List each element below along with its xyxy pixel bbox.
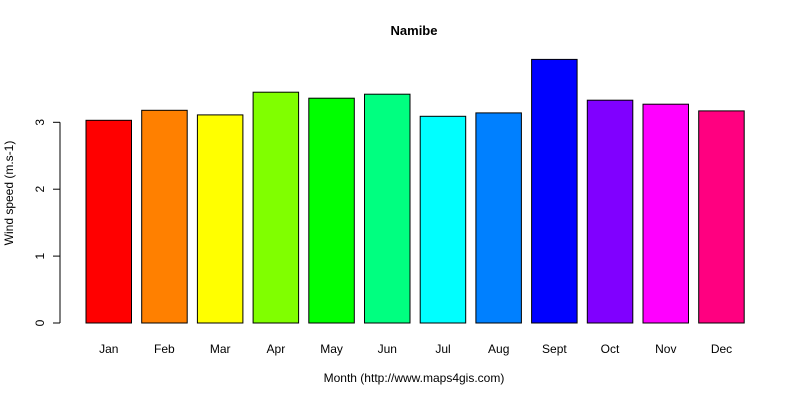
y-tick-label: 1 — [33, 252, 47, 259]
chart-title: Namibe — [391, 23, 438, 38]
x-tick-label: Feb — [154, 342, 175, 356]
bar-jan — [85, 119, 132, 324]
x-tick-label: Apr — [267, 342, 286, 356]
x-tick-label: Jul — [435, 342, 450, 356]
bar-may — [308, 97, 355, 324]
x-tick-label: Jun — [378, 342, 397, 356]
x-tick-label: Sept — [542, 342, 567, 356]
bar-nov — [642, 103, 689, 324]
y-axis: 0 1 2 3 — [33, 119, 61, 326]
x-tick-label: Dec — [711, 342, 732, 356]
x-tick-label: May — [320, 342, 343, 356]
y-axis-label: Wind speed (m.s-1) — [2, 141, 16, 246]
x-tick-labels: Jan Feb Mar Apr May Jun Jul Aug Sept Oct Nov Dec — [99, 342, 732, 356]
bar-dec — [698, 110, 745, 324]
bars-group — [85, 58, 745, 324]
x-tick-label: Aug — [488, 342, 509, 356]
bar-sept — [531, 58, 578, 324]
y-tick-label: 2 — [33, 186, 47, 193]
x-tick-label: Mar — [210, 342, 231, 356]
bar-mar — [196, 114, 244, 324]
x-tick-label: Oct — [601, 342, 620, 356]
bar-jul — [419, 115, 467, 324]
y-tick-label: 3 — [33, 119, 47, 126]
bar-aug — [475, 112, 522, 324]
y-tick-label: 0 — [33, 319, 47, 326]
bar-apr — [252, 91, 300, 324]
x-tick-label: Nov — [655, 342, 676, 356]
bar-jun — [364, 93, 411, 324]
bar-oct — [586, 99, 634, 324]
x-tick-label: Jan — [99, 342, 118, 356]
x-axis-label: Month (http://www.maps4gis.com) — [324, 371, 505, 385]
bar-feb — [141, 109, 188, 324]
